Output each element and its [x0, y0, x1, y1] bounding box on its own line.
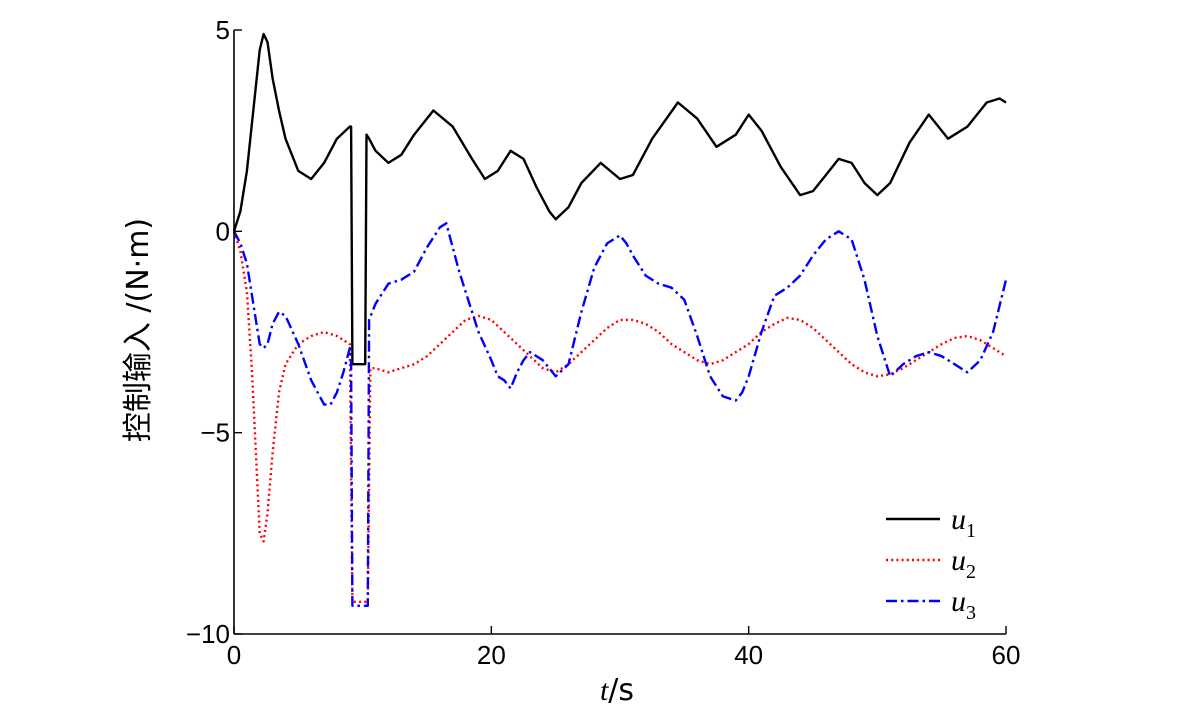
y-tick-label: −10	[186, 619, 230, 649]
x-tick-label: 40	[734, 640, 763, 670]
x-axis-label-italic: t	[600, 674, 609, 707]
series-line-u3	[232, 222, 1008, 607]
x-tick-label: 60	[992, 640, 1021, 670]
legend-label-u1: u1	[951, 503, 976, 542]
y-tick-label: 0	[216, 216, 230, 246]
x-tick-label: 20	[477, 640, 506, 670]
legend-label-u3: u3	[951, 585, 976, 624]
plot-area	[232, 32, 1008, 607]
x-axis-label-unit: /s	[608, 673, 634, 708]
y-tick-label: −5	[200, 418, 230, 448]
y-axis-label: 控制输入 /(N·m)	[121, 218, 156, 442]
series-line-u1	[232, 32, 1007, 366]
x-axis-label: t/s	[600, 673, 634, 708]
x-tick-label: 0	[227, 640, 241, 670]
legend-label-u2: u2	[951, 544, 976, 583]
axes	[233, 30, 1006, 635]
ticks: 0 20 40 60 −10 −5 0 5	[186, 15, 1021, 670]
series-line-u2	[232, 230, 1007, 603]
y-tick-label: 5	[216, 15, 230, 45]
